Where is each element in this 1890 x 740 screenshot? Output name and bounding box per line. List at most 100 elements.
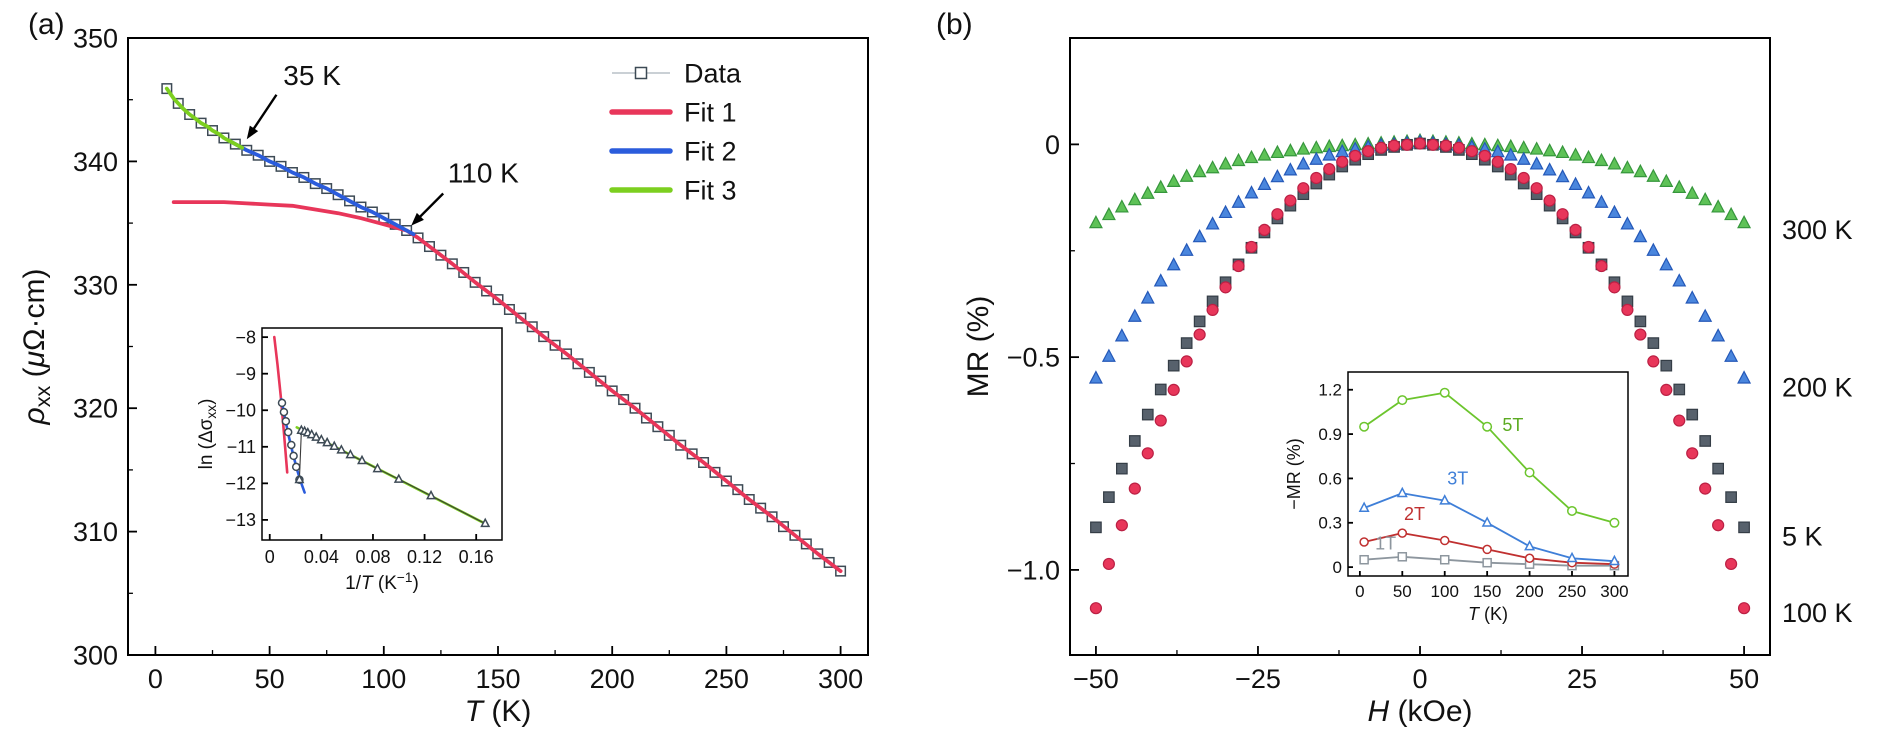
x-tick-label: 150 [1473, 582, 1501, 601]
x-tick-label: 200 [1515, 582, 1543, 601]
triangle-filled-marker [1724, 206, 1739, 221]
triangle-open-marker [294, 473, 305, 484]
square-open-marker [1397, 552, 1408, 562]
triangle-filled-marker [1270, 169, 1285, 183]
square-filled-marker [1647, 337, 1660, 349]
ticks: 0 50 100 150 200 250 300 0 0.3 0.6 0.9 1.2 [1318, 381, 1628, 601]
circle-filled-marker [1517, 171, 1530, 185]
legend-label: Data [684, 58, 742, 88]
circle-filled-marker [1141, 447, 1154, 460]
circle-filled-marker [1193, 328, 1206, 341]
y-tick-label: 310 [73, 517, 118, 547]
circle-filled-marker [1465, 145, 1478, 158]
triangle-open-marker [393, 473, 404, 483]
series-layer [1088, 132, 1752, 615]
circle-filled-marker [1180, 355, 1193, 368]
legend: Data Fit 1 Fit 2 Fit 3 [609, 58, 742, 205]
ticks: −50 −25 0 25 50 0 −0.5 −1.0 [1007, 130, 1759, 694]
y-tick-label: −8 [235, 327, 256, 347]
circle-filled-marker [1530, 182, 1543, 195]
circle-filled-marker [1297, 182, 1310, 195]
triangle-filled-marker [1205, 216, 1220, 230]
circle-filled-marker [1284, 194, 1297, 207]
x-tick-label: 300 [1600, 582, 1628, 601]
triangle-open-marker [1439, 494, 1451, 505]
triangle-filled-marker [1620, 216, 1635, 230]
series-fit-1 [171, 200, 843, 573]
y-tick-label: 340 [73, 147, 118, 177]
triangle-open-marker [1481, 516, 1493, 527]
square-open-marker [1482, 557, 1492, 568]
legend-label: Fit 3 [684, 175, 737, 205]
triangle-filled-marker [1166, 173, 1181, 187]
triangle-filled-marker [1192, 229, 1207, 243]
circle-filled-marker [1634, 328, 1647, 341]
x-tick-label: 250 [1558, 582, 1586, 601]
circle-filled-marker [1206, 303, 1219, 317]
x-tick-label: 0 [265, 547, 275, 567]
square-filled-marker [1103, 491, 1115, 503]
circle-open-marker [279, 407, 289, 417]
circle-filled-marker [1089, 602, 1103, 615]
legend-label: Fit 2 [684, 136, 737, 166]
x-tick-label: 0.12 [407, 547, 442, 567]
x-axis-label: T (K) [1468, 604, 1508, 624]
triangle-filled-marker [1153, 273, 1168, 287]
y-tick-label: 330 [73, 270, 118, 300]
circle-filled-marker [1712, 519, 1725, 532]
circle-filled-marker [1115, 519, 1128, 532]
circle-open-marker [281, 416, 291, 426]
annotation-arrow [246, 94, 278, 140]
triangle-filled-marker [1581, 185, 1596, 199]
circle-open-marker [283, 427, 293, 437]
triangle-filled-marker [1114, 199, 1129, 213]
circle-filled-marker [1154, 414, 1167, 427]
triangle-open-marker [329, 440, 340, 451]
triangle-filled-marker [1101, 206, 1116, 221]
x-tick-label: 250 [704, 664, 749, 694]
y-tick-label: 0.3 [1318, 514, 1342, 533]
circle-filled-marker [1219, 281, 1232, 294]
triangle-filled-marker [1542, 162, 1557, 176]
triangle-filled-marker [1153, 179, 1168, 193]
triangle-filled-marker [1322, 147, 1337, 161]
circle-filled-marker [1258, 223, 1271, 237]
x-tick-label: 50 [1729, 664, 1759, 694]
square-filled-marker [1738, 521, 1750, 534]
triangle-open-marker [316, 433, 327, 444]
triangle-filled-marker [1114, 328, 1129, 342]
triangle-filled-marker [1620, 160, 1635, 174]
circle-filled-marker [1452, 141, 1465, 154]
circle-filled-marker [1362, 145, 1375, 158]
triangle-filled-marker [1101, 348, 1116, 362]
triangle-filled-marker [1568, 147, 1583, 161]
triangle-open-marker [311, 431, 322, 441]
triangle-filled-marker [1179, 242, 1194, 256]
circle-filled-marker [1387, 139, 1401, 152]
circle-open-marker [1439, 535, 1450, 546]
series-layer [272, 335, 491, 528]
chart-panel-a: 0 50 100 150 200 250 300 300 310 320 330 340 350 T (K… [18, 23, 869, 728]
triangle-filled-marker [1607, 204, 1622, 219]
triangle-filled-marker [1737, 214, 1752, 229]
triangle-filled-marker [1179, 168, 1194, 182]
series-label: 2T [1404, 504, 1425, 524]
x-tick-label: 0.08 [355, 547, 390, 567]
square-open-marker [634, 66, 648, 80]
triangle-filled-marker [1737, 370, 1752, 384]
circle-filled-marker [1543, 194, 1556, 207]
series-fit-2 [228, 139, 416, 237]
x-tick-label: 0.16 [459, 547, 494, 567]
square-open-marker [1439, 554, 1450, 565]
circle-filled-marker [1478, 149, 1491, 162]
circle-open-marker [1439, 387, 1450, 398]
triangle-filled-marker [1711, 199, 1726, 213]
triangle-filled-marker [1244, 149, 1259, 164]
circle-filled-marker [1621, 303, 1634, 317]
y-tick-label: −12 [225, 474, 256, 494]
triangle-filled-marker [1166, 257, 1181, 271]
x-tick-label: 25 [1567, 664, 1597, 694]
x-tick-label: 50 [255, 664, 285, 694]
x-tick-label: 0 [1355, 582, 1364, 601]
